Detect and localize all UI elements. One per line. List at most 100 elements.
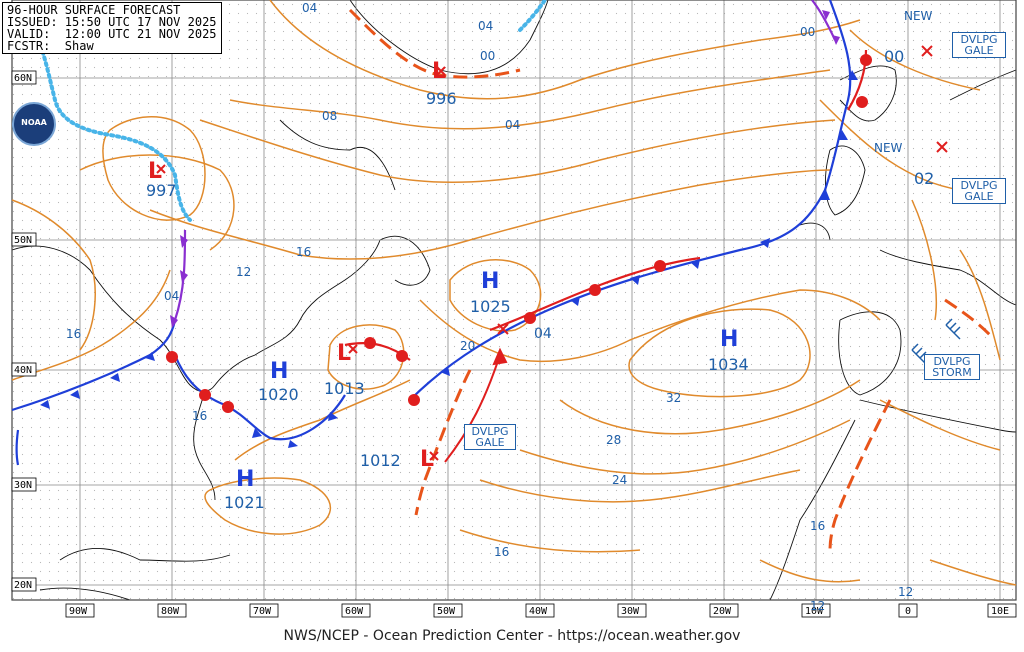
isobar <box>449 259 542 332</box>
lat-label: 20N <box>14 580 32 591</box>
cold-triangle <box>40 400 50 409</box>
cold-triangle <box>570 296 580 306</box>
pressure-value: 1034 <box>708 355 749 374</box>
isobar-label: 02 <box>914 169 934 188</box>
cold-triangle <box>288 440 298 448</box>
warm-semicircle <box>856 96 868 108</box>
pressure-centers: L 996 L 997 L 1013 L 1012 H 1025 H 1034 … <box>146 59 749 512</box>
lon-label: 40W <box>529 606 548 617</box>
pressure-value: 1013 <box>324 379 365 398</box>
isobar <box>879 399 1001 451</box>
warning-line: DVLPG <box>960 33 998 46</box>
pressure-value: 997 <box>146 181 177 200</box>
cold-triangle <box>70 390 80 399</box>
isobar-label: 00 <box>884 47 904 66</box>
trough-line <box>348 8 521 79</box>
lat-label: 60N <box>14 73 32 84</box>
warning-box: DVLPG GALE <box>952 32 1006 58</box>
isobar-label: 12 <box>810 599 825 613</box>
new-labels: NEW NEW <box>874 9 933 155</box>
wind-barbs <box>911 318 961 365</box>
isobar-label: 04 <box>478 19 493 33</box>
map-background <box>12 0 1016 600</box>
isobar <box>79 154 235 251</box>
lon-label: 10E <box>991 606 1009 617</box>
lon-label: 30W <box>621 606 640 617</box>
isobar <box>204 477 332 535</box>
lon-label: 20W <box>713 606 732 617</box>
isobar-labels: 04 00 04 08 04 16 12 16 04 16 20 04 32 2… <box>66 1 934 613</box>
cold-triangle <box>145 352 155 361</box>
pressure-value: 1020 <box>258 385 299 404</box>
track-line <box>444 354 501 463</box>
warning-box: DVLPG STORM <box>924 354 980 380</box>
isobar <box>819 99 961 191</box>
map-frame <box>11 0 1017 601</box>
isobar-label: 32 <box>666 391 681 405</box>
x-mark <box>921 45 933 57</box>
cold-front-east-coast <box>173 354 346 441</box>
isobar <box>11 269 171 381</box>
cold-triangle <box>252 428 262 438</box>
high-symbol: H <box>236 467 254 492</box>
warm-semicircle <box>222 401 234 413</box>
warning-line: STORM <box>932 366 972 379</box>
isobar <box>479 469 801 503</box>
header-valid: VALID: 12:00 UTC 21 NOV 2025 <box>7 27 217 41</box>
isobar-label: 04 <box>302 1 317 15</box>
isobar-label: 00 <box>480 49 495 63</box>
coast-labrador <box>279 119 396 191</box>
warning-line: DVLPG <box>933 355 971 368</box>
high-symbol: H <box>481 269 499 294</box>
coast-ireland <box>799 222 831 241</box>
coast-norway-east <box>949 69 1017 101</box>
warning-line: GALE <box>964 44 994 57</box>
lon-label: 70W <box>253 606 272 617</box>
warm-semicircle <box>524 312 536 324</box>
x-mark <box>429 451 439 461</box>
isobar <box>234 379 411 461</box>
warm-front-main <box>489 256 701 332</box>
forecast-header: 96-HOUR SURFACE FORECAST ISSUED: 15:50 UT… <box>2 2 222 54</box>
noaa-logo-icon: NOAA <box>12 102 56 146</box>
coast-north-africa <box>859 399 1017 433</box>
isobars <box>11 0 1017 586</box>
isobar-label: 16 <box>192 409 207 423</box>
coast-iberia <box>838 311 902 396</box>
low-symbol: L <box>337 341 351 366</box>
new-label: NEW <box>874 141 903 155</box>
track-arrow <box>492 347 508 366</box>
lat-lon-grid <box>12 0 1016 600</box>
coastlines <box>11 0 1017 601</box>
warning-line: GALE <box>964 190 994 203</box>
low-symbol: L <box>148 159 162 184</box>
warm-semicircle <box>396 350 408 362</box>
lat-label: 50N <box>14 235 32 246</box>
lat-label: 40N <box>14 365 32 376</box>
lon-label: 80W <box>161 606 180 617</box>
lon-label: 50W <box>437 606 456 617</box>
x-mark <box>936 141 948 153</box>
cold-front-west <box>11 319 177 412</box>
coast-west-africa <box>769 419 856 601</box>
troughs <box>348 8 992 551</box>
x-mark <box>497 323 509 335</box>
isobar <box>519 419 851 475</box>
coast-florida <box>193 389 216 501</box>
cold-triangle <box>328 412 338 421</box>
wind-barb <box>911 343 927 365</box>
isobar <box>459 529 641 553</box>
isobar <box>327 324 405 390</box>
isobar <box>929 559 1017 586</box>
pressure-value: 996 <box>426 89 457 108</box>
cold-triangle <box>838 130 848 140</box>
lon-label: 10W <box>805 606 824 617</box>
lon-label: 60W <box>345 606 364 617</box>
isobar-label: 16 <box>296 245 311 259</box>
lon-label: 90W <box>69 606 88 617</box>
warm-semicircle <box>364 337 376 349</box>
cold-triangle <box>630 275 640 285</box>
header-forecaster: FCSTR: Shaw <box>7 39 94 53</box>
occluded-symbol <box>822 10 830 20</box>
warning-line: DVLPG <box>960 179 998 192</box>
